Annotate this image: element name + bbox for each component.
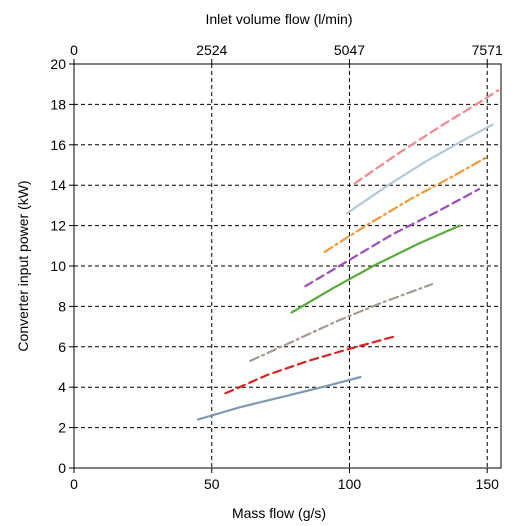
plot-series [196, 89, 500, 421]
top-x-tick-label-2: 5047 [334, 42, 365, 58]
y-tick-label-16: 16 [50, 137, 66, 153]
top-x-tick-label-0: 0 [70, 42, 78, 58]
x-axis-title: Mass flow (g/s) [232, 505, 326, 521]
series-line-7 [345, 123, 494, 215]
y-tick-label-2: 2 [58, 420, 66, 436]
x-tick-label-50: 50 [204, 476, 220, 492]
y-tick-label-10: 10 [50, 258, 66, 274]
grid-lines [74, 64, 501, 468]
top-x-tick-label-1: 2524 [196, 42, 227, 58]
y-tick-label-8: 8 [58, 298, 66, 314]
top-x-tick-label-3: 7571 [472, 42, 503, 58]
y-tick-label-6: 6 [58, 339, 66, 355]
series-line-5 [304, 188, 481, 288]
series-line-8 [353, 89, 500, 185]
series-line-2 [224, 335, 395, 395]
plot-frame [73, 63, 502, 469]
y-tick-label-14: 14 [50, 177, 66, 193]
series-line-4 [290, 224, 461, 314]
series-line-1 [196, 376, 362, 421]
series-line-3 [249, 283, 434, 362]
y-tick-label-20: 20 [50, 56, 66, 72]
x-tick-label-100: 100 [338, 476, 362, 492]
series-line-6 [323, 155, 489, 253]
top-x-axis-title: Inlet volume flow (l/min) [205, 11, 352, 27]
x-tick-label-150: 150 [476, 476, 500, 492]
y-tick-label-4: 4 [58, 379, 66, 395]
x-tick-label-0: 0 [70, 476, 78, 492]
y-tick-label-18: 18 [50, 96, 66, 112]
y-tick-label-12: 12 [50, 218, 66, 234]
y-tick-label-0: 0 [58, 460, 66, 476]
y-axis-title: Converter input power (kW) [15, 180, 31, 351]
